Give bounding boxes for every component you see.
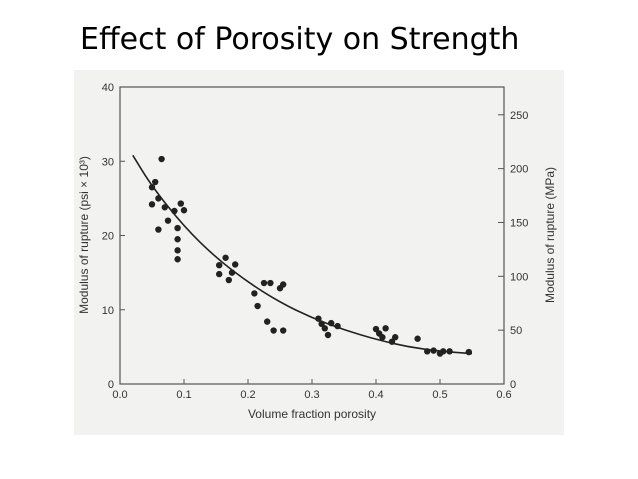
data-point: [382, 325, 389, 332]
data-point: [180, 207, 188, 214]
data-point: [270, 327, 277, 334]
y-tick-label: 10: [102, 305, 114, 317]
data-point: [174, 256, 181, 263]
slide-title: Effect of Porosity on Strength: [80, 22, 520, 57]
data-point: [372, 325, 380, 333]
data-point: [251, 290, 258, 297]
data-point: [264, 318, 271, 325]
data-point: [430, 347, 437, 354]
x-axis-ticks: 0.0 0.1 0.2 0.3 0.4 0.5 0.6: [112, 379, 512, 401]
data-point: [328, 319, 335, 327]
data-point: [148, 184, 156, 191]
x-axis-label: Volume fraction porosity: [248, 407, 376, 421]
chart-figure: 0.0 0.1 0.2 0.3 0.4 0.5 0.6 0 10 20 30 40 0 50 100 15…: [74, 70, 564, 435]
data-point: [414, 335, 421, 342]
data-point: [267, 279, 274, 287]
y-right-tick-label: 50: [510, 325, 522, 337]
data-point: [174, 224, 181, 232]
data-point: [388, 338, 396, 345]
data-point: [315, 315, 322, 322]
x-tick-label: 0.0: [112, 389, 127, 401]
plot-frame: [119, 86, 505, 385]
y-axis-left-ticks: 0 10 20 30 40: [102, 82, 125, 391]
y-right-tick-label: 200: [510, 164, 528, 176]
x-tick-label: 0.6: [496, 389, 511, 401]
data-point: [161, 204, 168, 211]
data-point: [280, 281, 287, 288]
x-tick-label: 0.1: [176, 389, 191, 401]
data-point: [334, 322, 341, 330]
data-point: [440, 348, 447, 355]
data-point: [379, 334, 386, 341]
data-point: [392, 334, 399, 341]
data-point: [155, 195, 162, 202]
data-point: [148, 201, 156, 208]
data-point: [164, 217, 172, 224]
data-point: [225, 276, 232, 284]
data-point: [158, 155, 165, 163]
data-point: [152, 178, 159, 186]
y-right-tick-label: 0: [510, 379, 516, 391]
data-point: [216, 262, 223, 269]
x-tick-label: 0.2: [240, 389, 255, 401]
data-point: [177, 200, 184, 207]
data-point: [216, 270, 223, 278]
data-point: [171, 207, 178, 215]
data-point: [321, 325, 328, 332]
data-point: [222, 254, 229, 261]
data-point: [318, 320, 325, 328]
data-point: [174, 236, 181, 243]
data-point: [280, 327, 287, 334]
data-point: [446, 348, 453, 355]
fit-curve: [132, 154, 473, 355]
y-right-tick-label: 100: [510, 271, 528, 283]
y-right-tick-label: 150: [510, 217, 528, 229]
x-tick-label: 0.3: [304, 389, 319, 401]
y-tick-label: 20: [102, 231, 114, 243]
data-point: [232, 261, 239, 268]
data-points: [148, 155, 472, 357]
data-point: [254, 302, 261, 310]
data-point: [155, 226, 162, 233]
y-tick-label: 0: [108, 379, 114, 391]
data-point: [424, 348, 431, 355]
y-axis-right-label: Modulus of rupture (MPa): [543, 167, 557, 303]
x-tick-label: 0.5: [432, 389, 447, 401]
y-axis-left-label: Modulus of rupture (psi × 10³): [77, 156, 91, 314]
y-tick-label: 40: [102, 82, 114, 94]
y-tick-label: 30: [102, 156, 114, 168]
y-right-tick-label: 250: [510, 110, 528, 122]
data-point: [260, 279, 268, 287]
y-axis-right-ticks: 0 50 100 150 200 250: [498, 110, 528, 391]
porosity-strength-chart: 0.0 0.1 0.2 0.3 0.4 0.5 0.6 0 10 20 30 40 0 50 100 15…: [77, 82, 557, 421]
data-point: [324, 331, 332, 339]
data-point: [174, 247, 181, 254]
data-point: [228, 269, 236, 276]
data-point: [465, 348, 472, 356]
x-tick-label: 0.4: [368, 389, 383, 401]
